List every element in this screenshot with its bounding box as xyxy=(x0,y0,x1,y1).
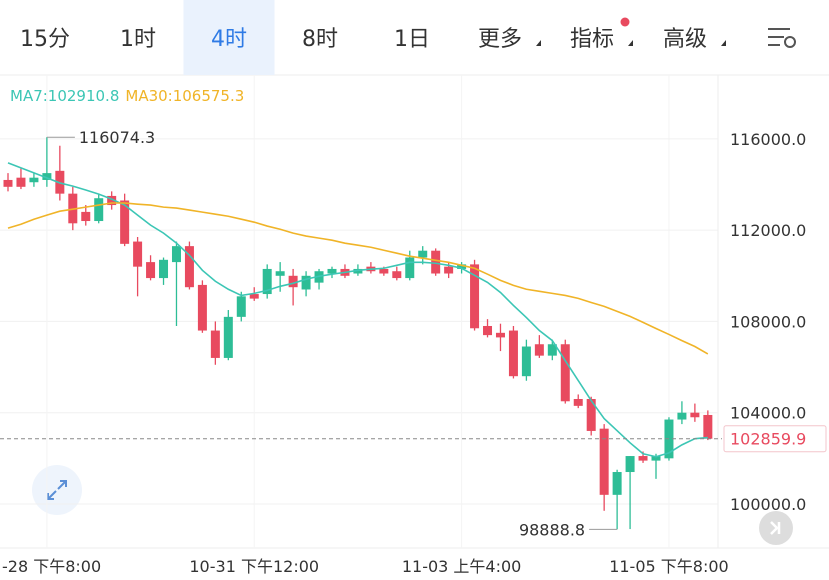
indicator-dot xyxy=(620,17,630,27)
candle-body xyxy=(16,177,26,187)
candle-body xyxy=(210,330,220,358)
settings-icon[interactable] xyxy=(768,28,796,48)
tab[interactable]: 8时 xyxy=(302,27,338,52)
expand-icon xyxy=(47,480,67,500)
candle-body xyxy=(81,211,91,222)
candle-body xyxy=(249,294,259,299)
ma-line xyxy=(7,202,709,355)
candle-body xyxy=(379,268,389,274)
y-tick-label: 112000.0 xyxy=(730,221,806,240)
tab-caret xyxy=(536,40,541,46)
tab-bar xyxy=(0,0,829,75)
candle-body xyxy=(677,412,687,420)
candle-body xyxy=(353,268,363,274)
tab-caret xyxy=(721,40,726,46)
candle-body xyxy=(392,271,402,279)
reset-icon xyxy=(770,521,781,535)
tab[interactable]: 1时 xyxy=(120,27,156,52)
tab[interactable]: 指标 xyxy=(570,27,614,52)
candle-body xyxy=(457,264,467,269)
legend-entry: MA7:102910.8 xyxy=(10,87,119,105)
active-tab xyxy=(183,0,275,75)
candle-body xyxy=(586,399,596,431)
x-tick-label: -28 下午8:00 xyxy=(2,557,101,576)
y-tick-label: 104000.0 xyxy=(730,404,806,423)
candle-body xyxy=(470,264,480,329)
tab[interactable]: 更多 xyxy=(478,27,522,52)
candle-body xyxy=(171,246,181,263)
candle-body xyxy=(29,177,39,183)
candle-body xyxy=(405,257,415,279)
candle-body xyxy=(483,325,493,336)
tab-caret xyxy=(628,40,633,46)
expand-button[interactable] xyxy=(32,465,82,515)
candle-body xyxy=(262,268,272,295)
candle-body xyxy=(651,456,661,461)
candle-body xyxy=(42,173,52,180)
candle-body xyxy=(94,198,104,222)
candle-body xyxy=(184,246,194,288)
tab[interactable]: 高级 xyxy=(663,27,707,52)
y-tick-label: 108000.0 xyxy=(730,312,806,331)
candle-body xyxy=(275,271,285,276)
candle-body xyxy=(599,428,609,495)
last-price-box xyxy=(723,425,827,453)
candle-body xyxy=(301,275,311,290)
tab[interactable]: 1日 xyxy=(394,27,430,52)
candle-body xyxy=(612,472,622,495)
candle-body xyxy=(560,344,570,402)
candle-body xyxy=(327,268,337,274)
last-price-label: 102859.9 xyxy=(730,430,806,449)
candle-body xyxy=(418,250,428,258)
y-tick-label: 116000.0 xyxy=(730,130,806,149)
max-label: 116074.3 xyxy=(79,128,155,147)
x-tick-label: 11-05 下午8:00 xyxy=(609,557,729,576)
legend-entry: MA30:106575.3 xyxy=(125,87,244,105)
candle-body xyxy=(223,316,233,358)
candle-body xyxy=(638,456,648,461)
ma-line xyxy=(7,162,708,458)
candle-body xyxy=(236,296,246,317)
candle-body xyxy=(547,344,557,356)
y-tick-label: 100000.0 xyxy=(730,495,806,514)
tab[interactable]: 4时 xyxy=(211,27,247,52)
candle-body xyxy=(197,284,207,331)
candle-body xyxy=(107,195,117,206)
candle-body xyxy=(690,412,700,418)
candle-body xyxy=(444,266,454,274)
tab[interactable]: 15分 xyxy=(20,27,70,52)
min-label: 98888.8 xyxy=(519,520,585,539)
candle-body xyxy=(573,399,583,406)
candle-body xyxy=(3,179,13,187)
candle-body xyxy=(625,456,635,473)
candle-body xyxy=(534,344,544,356)
candle-body xyxy=(495,332,505,338)
candle-body xyxy=(521,346,531,377)
candle-body xyxy=(288,275,298,288)
candle-body xyxy=(159,259,169,279)
candle-body xyxy=(703,414,713,439)
candle-body xyxy=(133,241,143,267)
candle-body xyxy=(120,200,130,244)
x-tick-label: 11-03 上午4:00 xyxy=(402,557,522,576)
x-tick-label: 10-31 下午12:00 xyxy=(189,557,319,576)
candle-body xyxy=(146,262,156,279)
candle-body xyxy=(508,330,518,377)
candle-body xyxy=(431,250,441,274)
